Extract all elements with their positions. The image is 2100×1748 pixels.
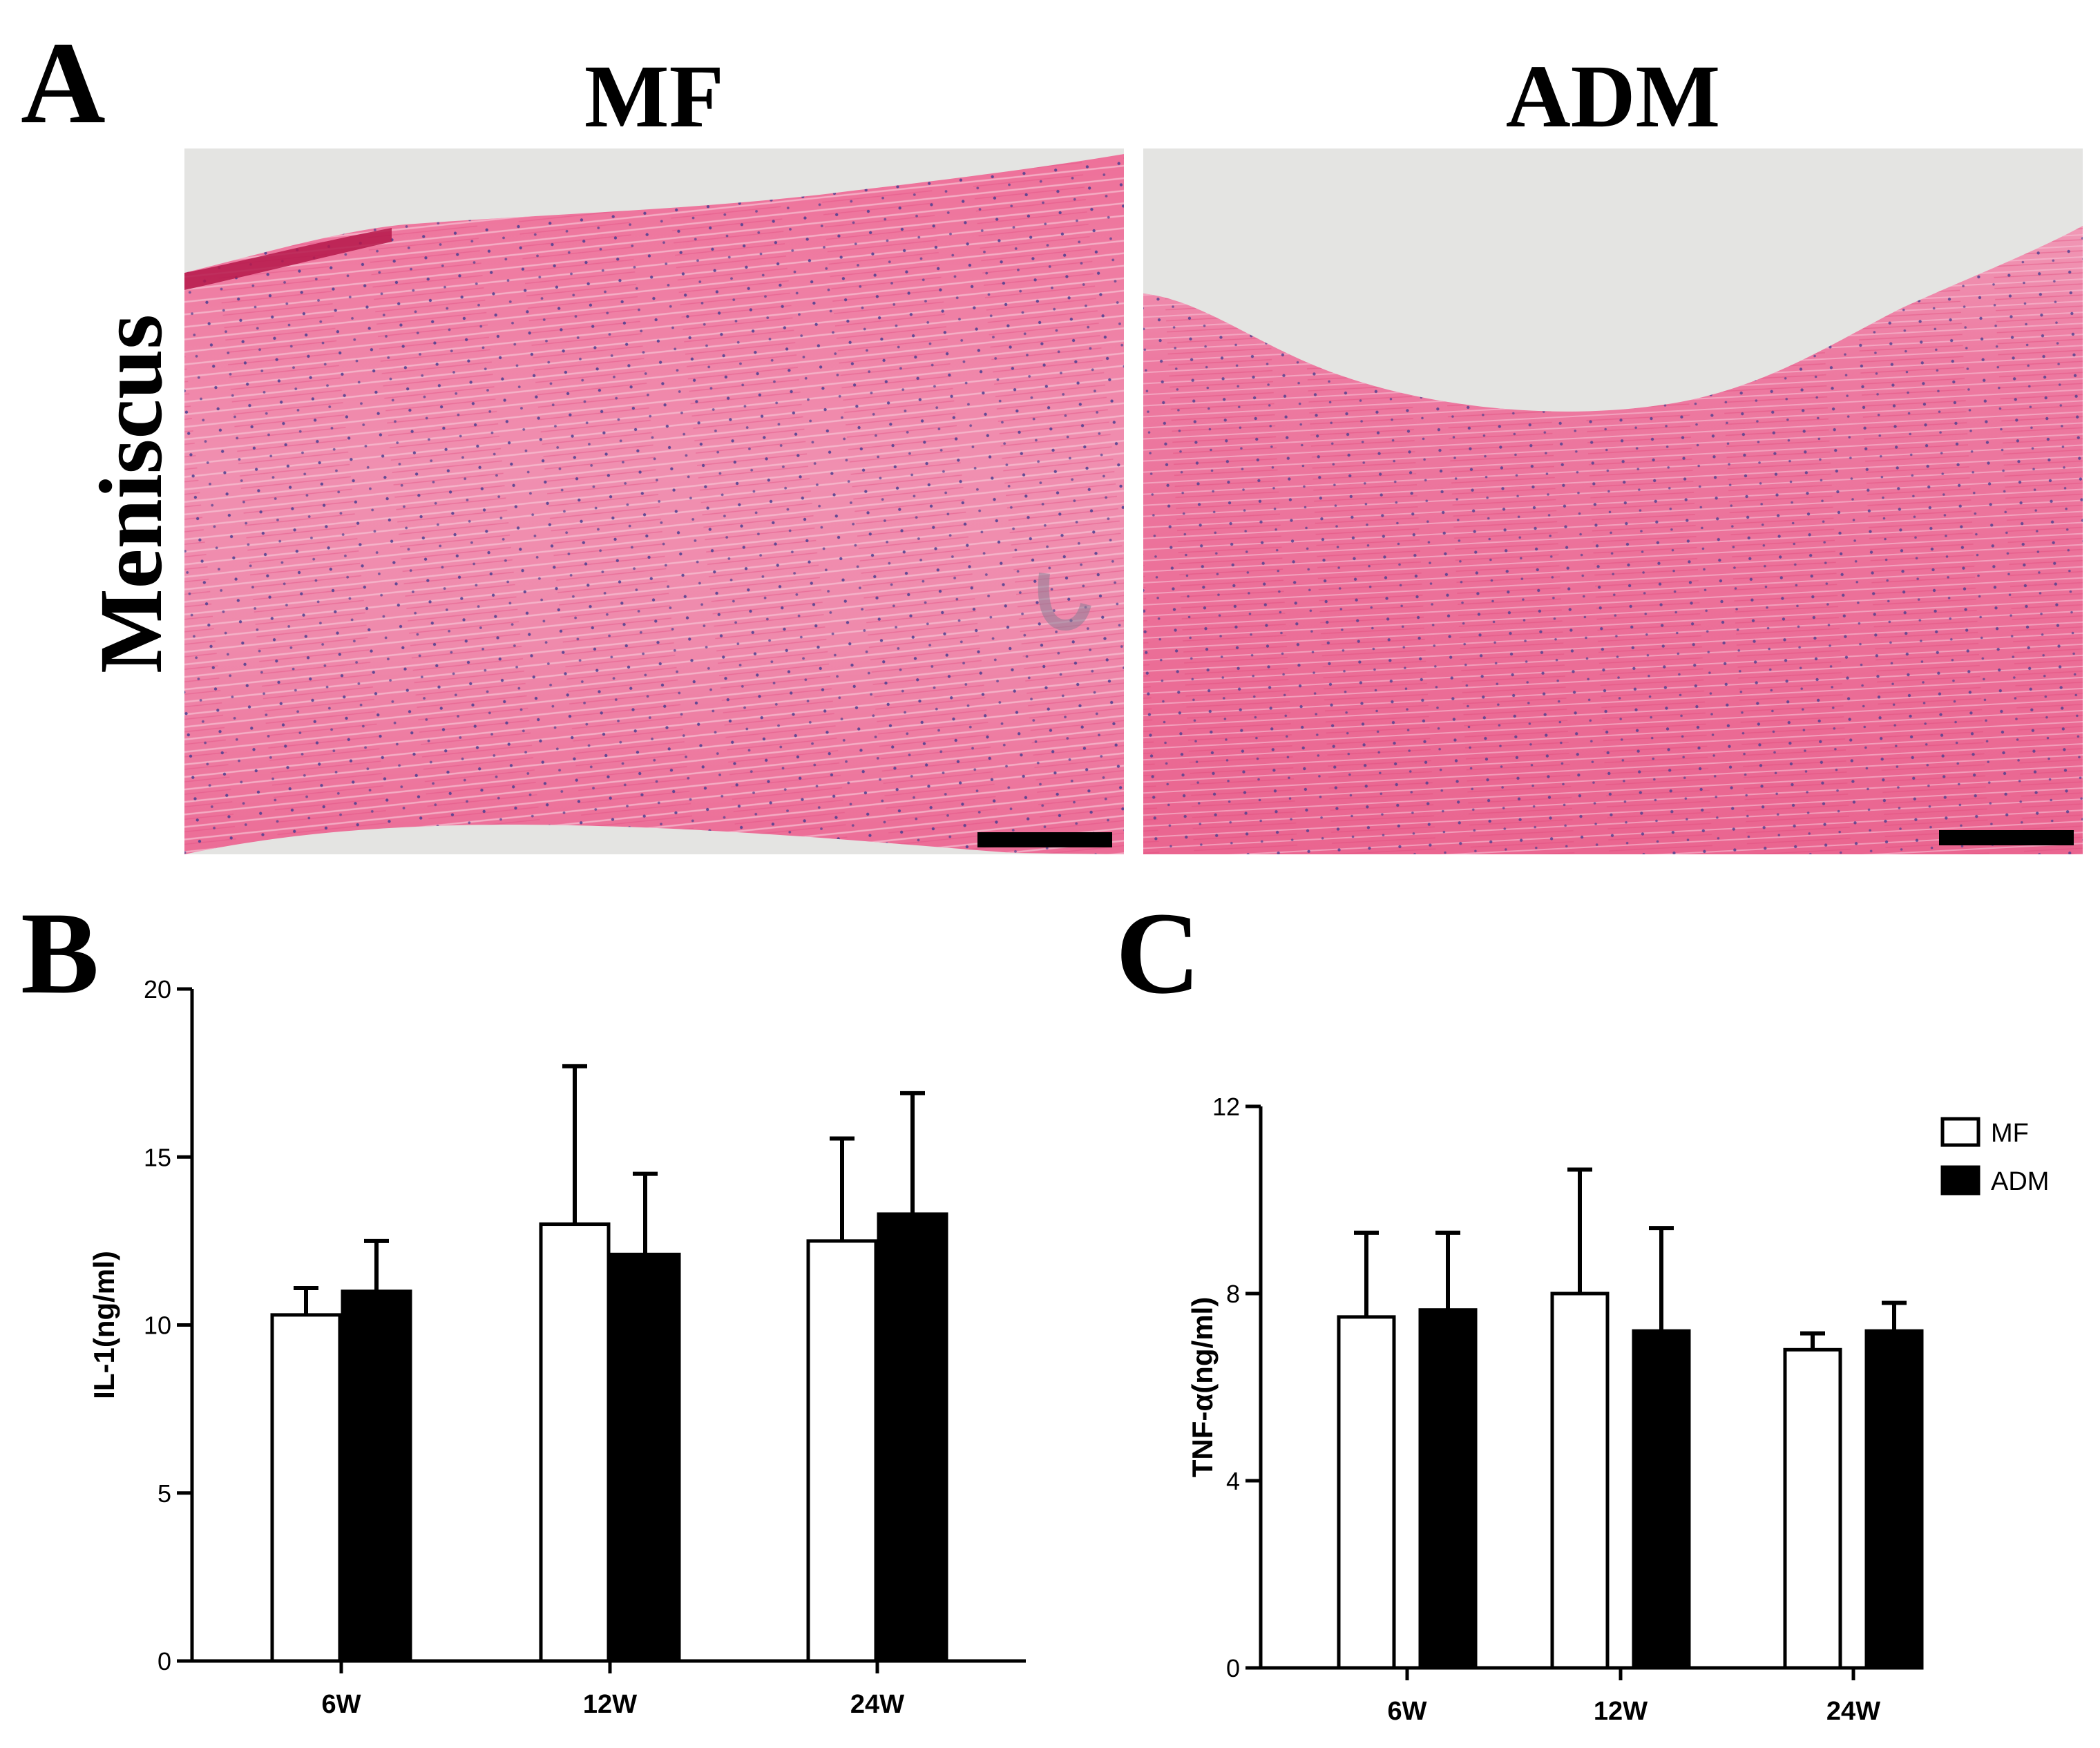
column-title-mf: MF [584, 47, 725, 146]
chart-il1: 0 5 10 15 20 IL-1(ng/ml) 6W 12W 24W [0, 953, 1057, 1748]
c-ytick-label: 12 [1212, 1093, 1240, 1121]
c-bar-mf-12w [1550, 1291, 1610, 1670]
c-bar-adm-6w [1418, 1308, 1478, 1670]
b-ytick-label: 15 [144, 1143, 171, 1171]
panel-label-c: C [1116, 888, 1201, 1018]
b-bar-adm-6w [341, 1289, 412, 1663]
c-y-axis-label: TNF-α(ng/ml) [1186, 1297, 1219, 1477]
panel-label-b: B [21, 888, 99, 1018]
b-bar-adm-24w [877, 1212, 948, 1663]
b-bar-mf-12w [539, 1222, 611, 1663]
c-xtick-label: 12W [1594, 1697, 1648, 1726]
b-xtick-label: 12W [583, 1690, 637, 1719]
chart-tnf: 0 4 8 12 TNF-α(ng/ml) 6W 12W 24W MF ADM [1105, 953, 2100, 1748]
micrograph-adm [1143, 148, 2083, 854]
c-bar-mf-24w [1783, 1347, 1842, 1670]
micrograph-mf [184, 148, 1124, 854]
c-legend-label-mf: MF [1991, 1119, 2029, 1148]
column-title-adm: ADM [1505, 47, 1721, 146]
c-bar-adm-24w [1864, 1329, 1924, 1670]
b-y-axis-label: IL-1(ng/ml) [88, 1251, 120, 1399]
row-label-meniscus: Meniscus [82, 314, 181, 673]
c-legend-swatch-adm [1940, 1165, 1980, 1195]
b-bar-adm-12w [609, 1252, 681, 1663]
b-ytick-label: 20 [144, 975, 171, 1003]
c-bar-adm-12w [1632, 1329, 1691, 1670]
c-legend-label-adm: ADM [1991, 1167, 2049, 1196]
b-xtick-label: 6W [322, 1690, 361, 1719]
b-xtick-label: 24W [850, 1690, 904, 1719]
c-xtick-label: 24W [1826, 1697, 1880, 1726]
b-ytick-label: 5 [158, 1479, 171, 1508]
b-bar-mf-24w [806, 1239, 878, 1663]
b-bar-mf-6w [270, 1313, 342, 1663]
c-legend-swatch-mf [1940, 1117, 1980, 1147]
c-xtick-label: 6W [1388, 1697, 1427, 1726]
b-ytick-label: 0 [158, 1647, 171, 1675]
chart-tnf-svg: 0 4 8 12 TNF-α(ng/ml) 6W 12W 24W MF ADM [1186, 1093, 2049, 1726]
b-ytick-label: 10 [144, 1312, 171, 1340]
c-ytick-label: 0 [1226, 1654, 1240, 1682]
panel-label-a: A [21, 18, 106, 148]
chart-il1-svg: 0 5 10 15 20 IL-1(ng/ml) 6W 12W 24W [88, 975, 1026, 1719]
c-ytick-label: 8 [1226, 1280, 1240, 1308]
c-bar-mf-6w [1337, 1315, 1396, 1670]
c-ytick-label: 4 [1226, 1467, 1240, 1495]
